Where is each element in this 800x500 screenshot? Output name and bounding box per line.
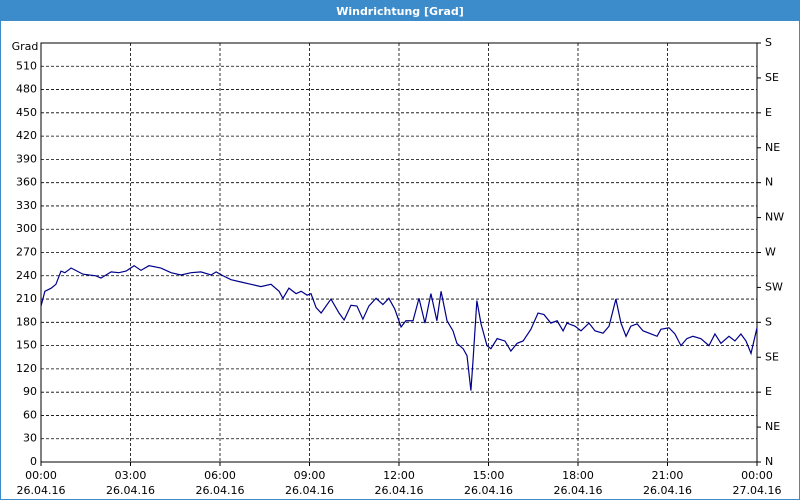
y-tick-label: 480	[16, 83, 37, 96]
y2-tick-label: N	[765, 176, 773, 189]
x-tick-label: 21:00 26.04.16	[643, 469, 692, 497]
y-tick-label: 240	[16, 269, 37, 282]
y-axis-label: Grad	[12, 40, 39, 53]
x-tick-label: 09:00 26.04.16	[285, 469, 334, 497]
y-tick-label: 90	[23, 385, 37, 398]
y-tick-label: 390	[16, 152, 37, 165]
y-tick-label: 270	[16, 246, 37, 259]
y-tick-label: 30	[23, 432, 37, 445]
y2-tick-label: S	[765, 36, 772, 49]
y-tick-label: 210	[16, 292, 37, 305]
y2-tick-label: E	[765, 106, 772, 119]
y2-tick-label: SE	[765, 71, 779, 84]
y-tick-label: 60	[23, 408, 37, 421]
x-tick-label: 15:00 26.04.16	[464, 469, 513, 497]
x-tick-label: 00:00 26.04.16	[16, 469, 66, 497]
y-tick-label: 420	[16, 129, 37, 142]
y-tick-label: 360	[16, 176, 37, 189]
y-tick-label: 330	[16, 199, 37, 212]
y-tick-label: 120	[16, 362, 37, 375]
y-tick-label: 450	[16, 106, 37, 119]
y-tick-label: 180	[16, 315, 37, 328]
y2-tick-label: NE	[765, 420, 780, 433]
y-tick-label: 300	[16, 222, 37, 235]
data-line	[40, 264, 758, 391]
y2-tick-label: S	[765, 315, 772, 328]
y2-tick-label: NE	[765, 141, 780, 154]
y-tick-label: 0	[30, 455, 37, 468]
y2-tick-label: SW	[765, 280, 783, 293]
title-bar: Windrichtung [Grad]	[1, 1, 799, 21]
y-tick-label: 150	[16, 339, 37, 352]
y2-tick-label: W	[765, 246, 776, 259]
y2-tick-label: NW	[765, 211, 784, 224]
x-tick-label: 18:00 26.04.16	[553, 469, 603, 497]
x-tick-label: 12:00 26.04.16	[374, 469, 424, 497]
y2-tick-label: N	[765, 455, 773, 468]
x-tick-label: 06:00 26.04.16	[195, 469, 245, 497]
x-tick-label: 00:00 27.04.16	[732, 469, 782, 497]
plot-frame	[40, 42, 758, 463]
y2-tick-label: SE	[765, 350, 779, 363]
x-tick-label: 03:00 26.04.16	[106, 469, 155, 497]
y-tick-label: 510	[16, 59, 37, 72]
y2-tick-label: E	[765, 385, 772, 398]
